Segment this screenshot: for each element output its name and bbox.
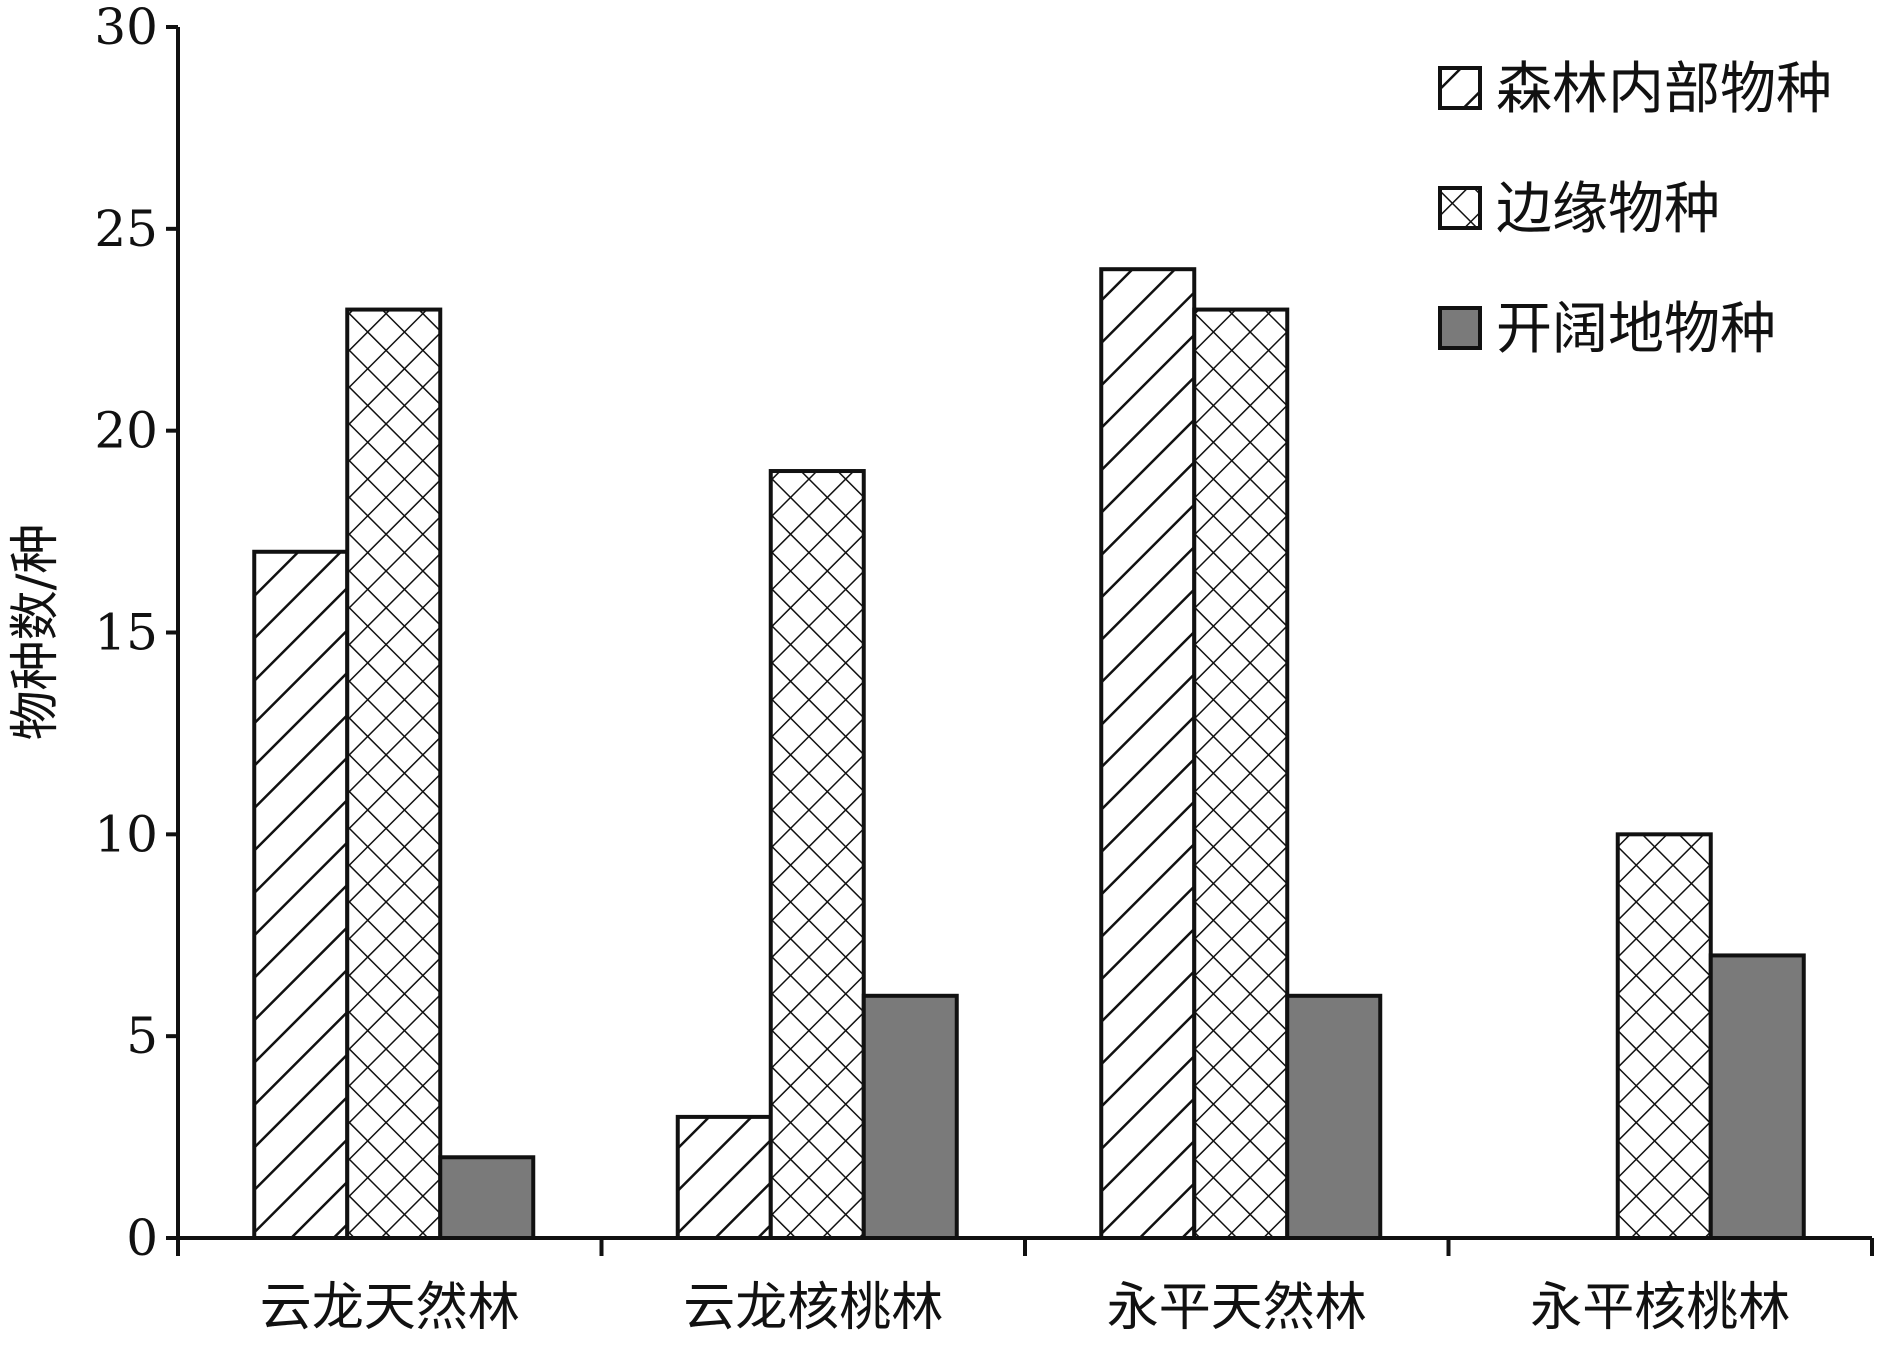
bar-2-4 (1615, 832, 1713, 1240)
legend-swatch-1 (1438, 66, 1482, 110)
legend-swatch-2 (1438, 186, 1482, 230)
y-tick-label: 20 (94, 402, 158, 460)
y-tick-label: 5 (126, 1007, 158, 1065)
x-category-label: 永平核桃林 (1530, 1278, 1790, 1338)
x-category-label: 永平天然林 (1107, 1278, 1367, 1338)
bar-2-2 (768, 469, 866, 1240)
y-axis-title: 物种数/种 (6, 524, 64, 741)
y-tick-label: 25 (94, 200, 158, 258)
legend-label-3: 开阔地物种 (1496, 297, 1776, 362)
bar-1-3 (1099, 267, 1197, 1240)
bar-2-3 (1192, 307, 1290, 1241)
bar-1-2 (675, 1114, 773, 1241)
bar-3-2 (861, 993, 959, 1240)
legend-label-2: 边缘物种 (1496, 177, 1720, 242)
x-category-label: 云龙核桃林 (683, 1278, 943, 1338)
legend-label-1: 森林内部物种 (1496, 57, 1832, 122)
legend-swatch-3 (1438, 306, 1482, 350)
x-category-label: 云龙天然林 (260, 1278, 520, 1338)
bar-2-1 (345, 307, 443, 1241)
bar-1-1 (252, 549, 350, 1240)
bar-3-4 (1708, 953, 1806, 1241)
y-tick-label: 15 (94, 604, 158, 662)
y-tick-label: 30 (94, 0, 158, 56)
y-tick-label: 0 (126, 1209, 158, 1267)
bar-3-3 (1285, 993, 1383, 1240)
y-tick-label: 10 (94, 805, 158, 863)
bar-3-1 (438, 1155, 536, 1241)
